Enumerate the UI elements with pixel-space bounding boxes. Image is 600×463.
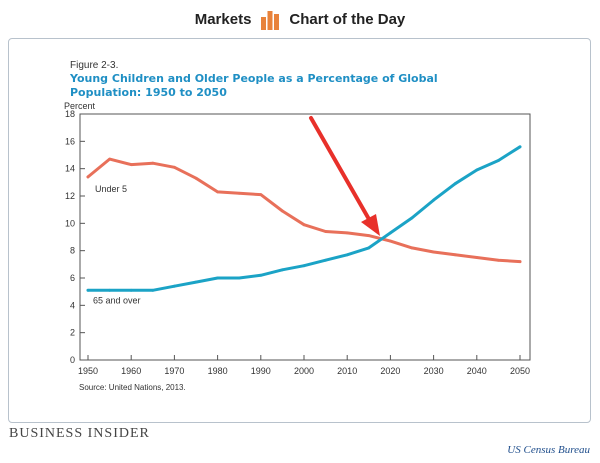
y-tick-label: 6 [70, 273, 75, 283]
data-point-under-5 [86, 175, 90, 179]
series-lines: Under 5 65 and over [86, 145, 522, 305]
series-line-under-5 [86, 157, 522, 264]
y-tick-label: 16 [65, 136, 75, 146]
header-chart-of-the-day-label: Chart of the Day [289, 10, 406, 28]
data-point-under-5 [432, 250, 435, 254]
data-point-65-and-over [173, 284, 176, 288]
data-point-65-and-over [518, 145, 522, 149]
x-tick-label: 2020 [380, 366, 400, 376]
data-point-under-5 [194, 176, 198, 180]
data-point-65-and-over [129, 288, 133, 292]
chart-panel [8, 38, 591, 423]
data-point-under-5 [345, 231, 349, 235]
data-point-under-5 [453, 253, 457, 257]
data-point-under-5 [475, 256, 479, 259]
data-point-under-5 [518, 260, 522, 263]
chart-of-the-day-header: Markets Chart of the Day [0, 0, 600, 38]
data-point-under-5 [108, 157, 111, 161]
x-tick-label: 2000 [294, 366, 314, 376]
x-tick-label: 1980 [208, 366, 228, 376]
data-point-65-and-over [367, 246, 371, 250]
data-point-65-and-over [237, 276, 241, 280]
x-tick-label: 1990 [251, 366, 271, 376]
figure-label: Figure 2-3. [70, 60, 119, 71]
data-point-under-5 [324, 230, 327, 233]
x-tick-label: 1970 [164, 366, 184, 376]
x-tick-label: 1950 [78, 366, 98, 376]
series-label-under-5: Under 5 [95, 184, 127, 194]
series-line-65-and-over [86, 145, 522, 292]
data-point-under-5 [237, 191, 241, 195]
header-markets-label: Markets [194, 10, 252, 28]
data-point-65-and-over [151, 288, 155, 292]
y-tick-label: 2 [70, 328, 75, 338]
series-label-65-and-over: 65 and over [93, 295, 141, 305]
data-point-65-and-over [108, 288, 111, 292]
y-tick-label: 0 [70, 355, 75, 365]
data-point-65-and-over [194, 280, 198, 284]
data-point-under-5 [173, 165, 176, 169]
data-point-under-5 [302, 223, 306, 227]
y-tick-label: 12 [65, 191, 75, 201]
data-point-65-and-over [281, 268, 284, 272]
x-tick-label: 2030 [424, 366, 444, 376]
data-point-65-and-over [345, 253, 349, 257]
y-axis-unit-label: Percent [64, 101, 96, 111]
bar-chart-icon [261, 11, 280, 30]
data-point-under-5 [216, 190, 220, 194]
data-point-under-5 [129, 163, 133, 166]
data-point-65-and-over [453, 182, 457, 186]
x-tick-label: 1960 [121, 366, 141, 376]
data-credit: US Census Bureau [507, 444, 590, 456]
plot-area [79, 113, 531, 361]
arrow-head-icon [361, 214, 380, 236]
x-tick-label: 2010 [337, 366, 357, 376]
y-tick-label: 4 [70, 300, 75, 310]
x-axis: 1950 1960 1970 1980 1990 2000 2010 2020 2030 2040… [78, 355, 530, 376]
data-point-under-5 [367, 234, 371, 238]
data-point-65-and-over [497, 159, 500, 162]
data-point-under-5 [389, 239, 392, 243]
data-point-under-5 [497, 258, 500, 262]
data-point-under-5 [151, 161, 155, 165]
data-point-65-and-over [324, 258, 327, 262]
annotation-layer [309, 116, 380, 236]
data-point-65-and-over [302, 264, 306, 268]
arrow-icon [309, 116, 372, 223]
x-tick-label: 2050 [510, 366, 530, 376]
source-note: Source: United Nations, 2013. [79, 383, 186, 392]
data-point-65-and-over [86, 288, 90, 292]
y-tick-label: 14 [65, 164, 75, 174]
data-point-65-and-over [216, 276, 220, 280]
chart-title: Young Children and Older People as a Per… [70, 72, 438, 99]
brand-logo: BUSINESS INSIDER [9, 426, 150, 441]
data-point-65-and-over [410, 216, 414, 220]
y-tick-label: 10 [65, 218, 75, 228]
data-point-under-5 [259, 193, 263, 197]
data-point-under-5 [281, 209, 284, 213]
data-point-65-and-over [475, 168, 479, 172]
y-tick-label: 8 [70, 246, 75, 256]
data-point-under-5 [410, 246, 414, 250]
y-tick-label: 18 [65, 109, 75, 119]
data-point-65-and-over [389, 231, 392, 235]
data-point-65-and-over [259, 273, 263, 277]
data-point-65-and-over [432, 198, 435, 202]
x-tick-label: 2040 [467, 366, 487, 376]
y-axis: 0 2 4 6 8 10 12 14 16 18 [65, 109, 85, 365]
